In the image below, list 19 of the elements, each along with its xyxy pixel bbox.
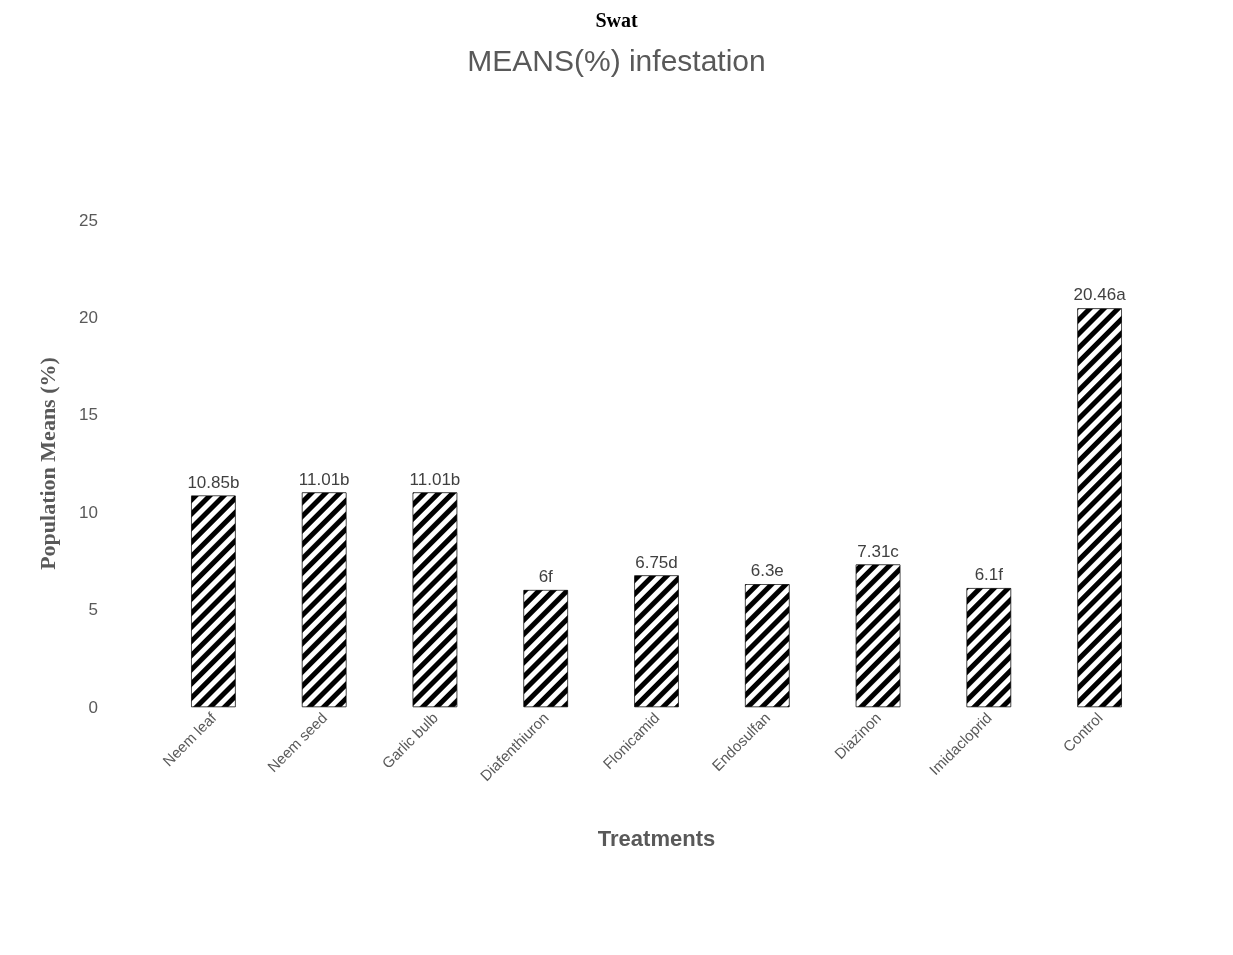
y-tick-label: 25 (79, 210, 98, 230)
chart-title: MEANS(%) infestation (467, 43, 766, 77)
data-label: 6.1f (974, 565, 1004, 585)
data-label: 11.01b (409, 469, 461, 489)
y-tick-label: 5 (88, 600, 98, 620)
y-axis-title: Population Means (%) (34, 357, 60, 570)
data-label: 10.85b (187, 472, 240, 492)
data-label: 6f (538, 567, 554, 587)
data-label: 20.46a (1073, 285, 1127, 305)
y-tick-label: 20 (79, 307, 98, 327)
data-label: 6.3e (750, 561, 784, 581)
data-label: 11.01b (298, 469, 350, 489)
text: Swat (595, 9, 638, 31)
y-tick-label: 15 (79, 405, 98, 425)
data-label: 6.75d (635, 552, 678, 572)
y-tick-label: 10 (79, 502, 98, 522)
x-axis-title: Treatments (597, 825, 716, 851)
data-label: 7.31c (857, 541, 900, 561)
y-tick-label: 0 (88, 697, 98, 717)
